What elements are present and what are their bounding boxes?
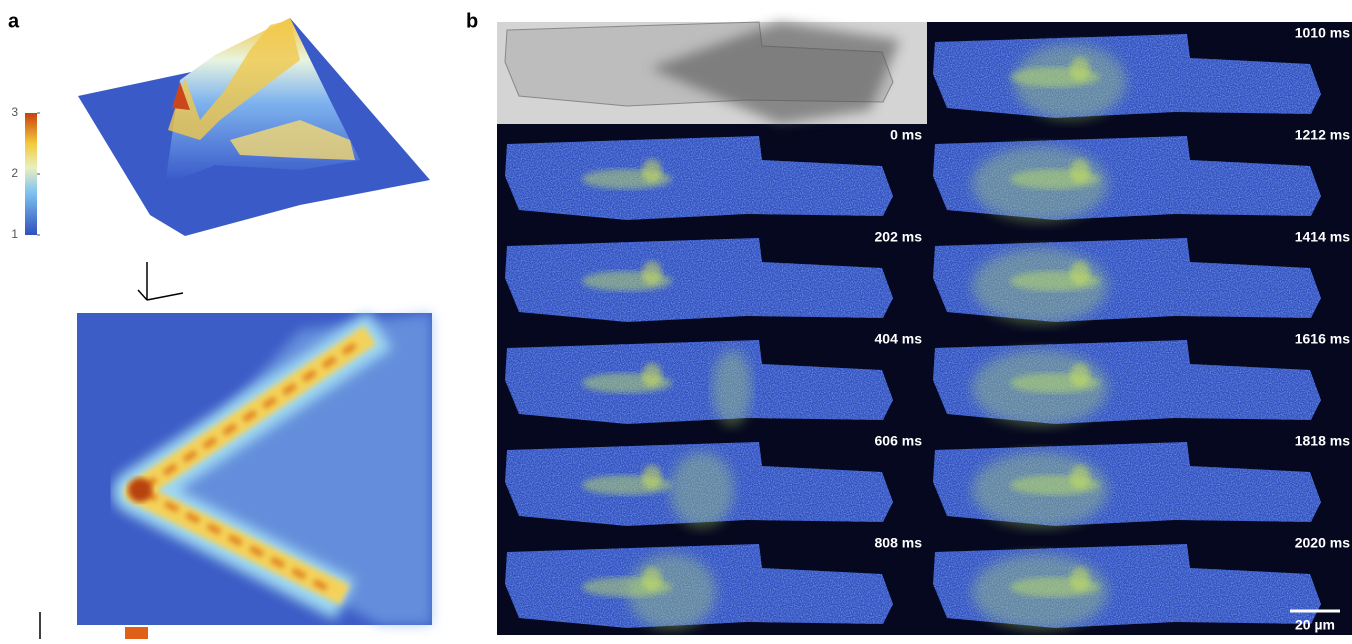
colorbar xyxy=(25,113,37,235)
frame: 1010 ms xyxy=(933,25,1350,120)
brightfield xyxy=(497,21,927,124)
image-grid xyxy=(497,22,1352,635)
time-label: 1616 ms xyxy=(1295,331,1350,347)
wave xyxy=(972,554,1108,630)
wave xyxy=(1014,44,1126,120)
frames: 0 ms 202 ms 404 ms 606 ms 808 ms 1010 ms 1212 … xyxy=(505,25,1350,630)
time-label: 404 ms xyxy=(875,331,923,347)
time-label: 0 ms xyxy=(890,127,922,143)
wave xyxy=(972,146,1108,222)
wave xyxy=(972,350,1108,426)
frame: 1818 ms xyxy=(933,433,1350,528)
calcium-signal xyxy=(642,261,662,285)
wave xyxy=(972,452,1108,528)
calcium-signal xyxy=(642,159,662,183)
calcium-signal xyxy=(642,465,662,489)
axes-icon xyxy=(137,262,184,301)
frame: 1414 ms xyxy=(933,229,1350,324)
frame: 606 ms xyxy=(505,433,922,528)
colorbar-tick-label: 1 xyxy=(11,227,18,241)
time-label: 1818 ms xyxy=(1295,433,1350,449)
marker xyxy=(125,627,148,639)
heatmap xyxy=(77,311,432,625)
wave xyxy=(628,554,716,630)
scale-bar-label: 20 µm xyxy=(1295,617,1335,633)
time-label: 1414 ms xyxy=(1295,229,1350,245)
panel-label: a xyxy=(8,10,20,32)
calcium-signal xyxy=(642,363,662,387)
surface-plot xyxy=(78,18,430,236)
time-label: 808 ms xyxy=(875,535,923,551)
wave xyxy=(670,452,734,528)
wave xyxy=(972,248,1108,324)
time-label: 606 ms xyxy=(875,433,923,449)
colorbar-tick-label: 2 xyxy=(11,166,18,180)
colorbar-tick-label: 3 xyxy=(11,105,18,119)
colorbar-ticks: 1 2 3 xyxy=(11,105,40,241)
frame: 202 ms xyxy=(505,229,922,322)
wave xyxy=(712,350,752,426)
panel-label: b xyxy=(466,10,478,32)
frame: 2020 ms xyxy=(933,535,1350,630)
time-label: 1010 ms xyxy=(1295,25,1350,41)
frame: 1212 ms xyxy=(933,127,1350,222)
time-label: 2020 ms xyxy=(1295,535,1350,551)
frame: 1616 ms xyxy=(933,331,1350,426)
frame: 404 ms xyxy=(505,331,922,426)
time-label: 1212 ms xyxy=(1295,127,1350,143)
frame: 0 ms xyxy=(505,127,922,220)
time-label: 202 ms xyxy=(875,229,923,245)
frame: 808 ms xyxy=(505,535,922,630)
